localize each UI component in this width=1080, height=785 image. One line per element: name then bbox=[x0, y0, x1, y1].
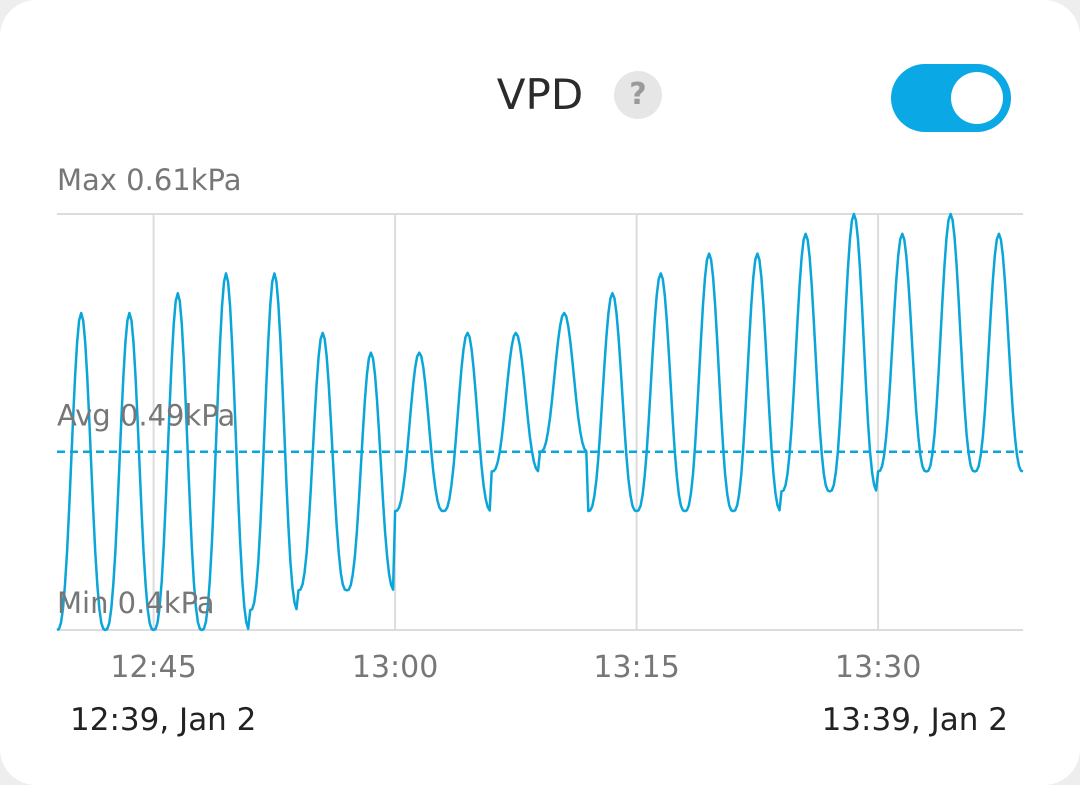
toggle-knob bbox=[951, 72, 1003, 124]
x-tick-label: 13:30 bbox=[835, 650, 921, 685]
chart-title: VPD bbox=[496, 70, 584, 119]
x-tick-label: 12:45 bbox=[110, 650, 196, 685]
help-icon[interactable]: ? bbox=[614, 71, 662, 119]
end-date-label: 13:39, Jan 2 bbox=[821, 702, 1008, 738]
min-label: Min 0.4kPa bbox=[57, 586, 215, 620]
vpd-toggle[interactable] bbox=[891, 64, 1011, 132]
max-label: Max 0.61kPa bbox=[57, 163, 242, 197]
x-tick-label: 13:15 bbox=[593, 650, 679, 685]
x-tick-label: 13:00 bbox=[352, 650, 438, 685]
start-date-label: 12:39, Jan 2 bbox=[70, 702, 257, 738]
avg-label: Avg 0.49kPa bbox=[57, 399, 235, 433]
